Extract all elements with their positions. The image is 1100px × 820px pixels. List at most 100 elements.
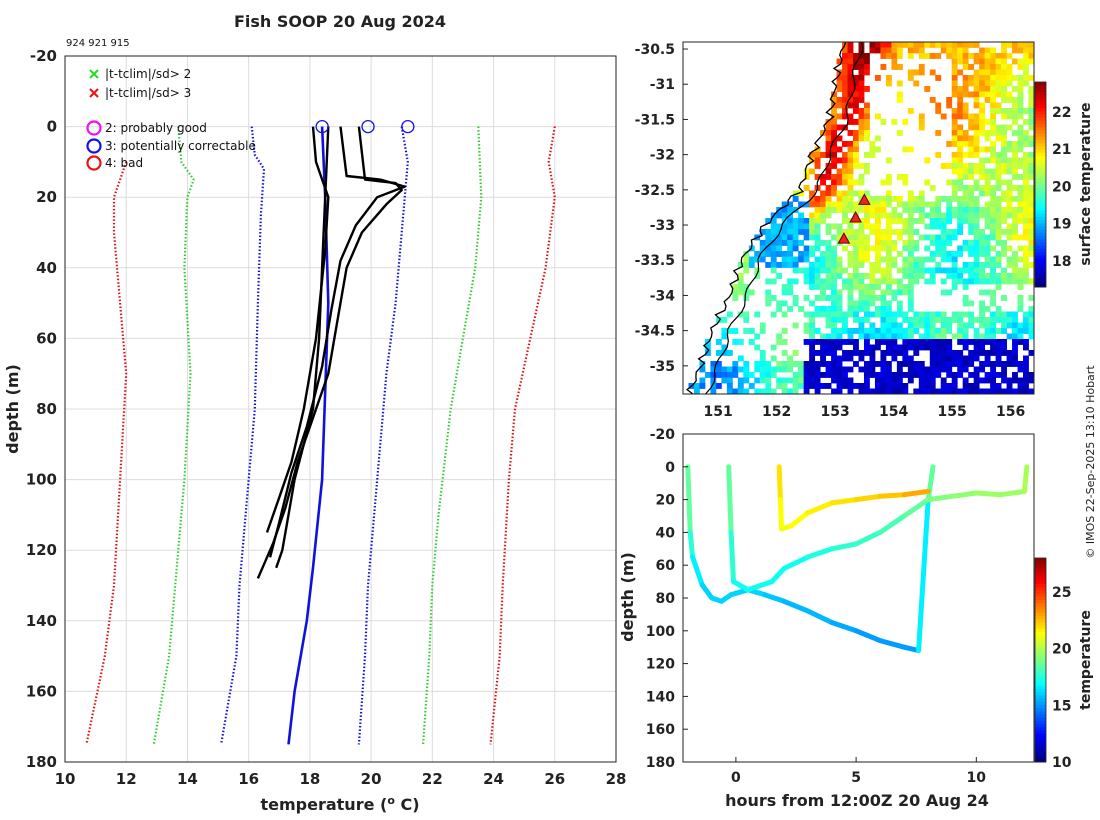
time-depth-y-tick: 160 [646, 722, 675, 738]
profile-line-clim-2sd [152, 126, 195, 745]
profile-x-tick: 28 [606, 770, 627, 788]
map-colorbar-tick: 21 [1052, 142, 1071, 158]
profile-chart: 10 12 14 16 18 20 22 24 26 28 -20 0 20 40 60 80 100 120 1… [3, 47, 626, 814]
map-y-tick: -32 [650, 148, 675, 164]
map-x-tick: 153 [820, 404, 849, 420]
temperature-colorbar-tick: 20 [1052, 642, 1072, 658]
map-y-tick: -33.5 [635, 253, 675, 269]
station-triangle-marker [849, 210, 862, 223]
time-depth-y-tick: 120 [646, 657, 675, 673]
profile-y-tick: 80 [36, 400, 57, 418]
legend-entry-label: |t-tclim|/sd> 3 [105, 86, 191, 100]
map-colorbar-tick: 18 [1052, 254, 1071, 270]
legend-x-marker [89, 69, 99, 79]
profile-y-tick: 160 [26, 682, 57, 700]
time-depth-y-tick: 140 [646, 689, 675, 705]
profile-x-tick: 14 [177, 770, 198, 788]
map-x-tick: 151 [703, 404, 732, 420]
profile-line-cast-924 [275, 126, 330, 569]
map-axes-box [682, 41, 1035, 395]
legend-circle-marker [86, 155, 102, 171]
profile-y-tick: 40 [36, 259, 57, 277]
map-colorbar: 18 19 20 21 22 [1034, 81, 1072, 288]
time-depth-track-C [776, 464, 931, 532]
profile-line-clim-1sd [357, 126, 409, 745]
map-x-tick: 154 [879, 404, 908, 420]
profile-y-tick: 20 [36, 188, 57, 206]
profile-line-clim-1sd [220, 126, 266, 745]
figure-title: Fish SOOP 20 Aug 2024 [234, 12, 446, 31]
time-depth-y-tick: 100 [646, 624, 675, 640]
time-depth-y-tick: -20 [650, 427, 676, 443]
legend-entry-label: 4: bad [105, 156, 143, 170]
time-depth-x-axis-label: hours from 12:00Z 20 Aug 24 [725, 791, 989, 810]
coastline [686, 42, 864, 394]
time-depth-x-tick: 10 [967, 770, 987, 786]
profile-x-tick: 26 [544, 770, 565, 788]
profile-line-clim-3sd [85, 161, 128, 745]
profile-y-tick: 180 [26, 753, 57, 771]
legend-entry-label: 2: probably good [105, 121, 207, 135]
profile-line-cast-915 [268, 126, 406, 558]
credit-text: © IMOS 22-Sep-2025 13:10 Hobart [1084, 365, 1097, 559]
time-depth-y-tick: 80 [656, 591, 676, 607]
map-x-tick: 152 [762, 404, 791, 420]
map-y-tick-labels: -30.5 -31 -31.5 -32 -32.5 -33 -33.5 -34 -34.5 -35 [635, 42, 688, 375]
coastline-path [686, 42, 847, 394]
profile-x-tick-labels: 10 12 14 16 18 20 22 24 26 28 [55, 770, 627, 788]
legend-circle-marker [86, 138, 102, 154]
flag-circle-marker [361, 119, 375, 134]
profile-y-tick: 100 [26, 471, 57, 489]
sst-map-cells [688, 42, 1034, 394]
map-y-tick: -32.5 [635, 183, 675, 199]
profile-line-clim-2sd [422, 126, 483, 745]
time-depth-y-tick: 40 [656, 525, 676, 541]
map-x-tick: 156 [996, 404, 1025, 420]
map-y-tick: -30.5 [635, 42, 675, 58]
time-depth-x-tick: 0 [731, 770, 741, 786]
time-depth-y-tick: 180 [646, 755, 675, 771]
time-depth-y-tick: 20 [656, 493, 676, 509]
map-y-tick: -31.5 [635, 112, 675, 128]
legend-x-marker [89, 88, 99, 98]
map-colorbar-label: surface temperature [1078, 102, 1094, 265]
map-x-tick-labels: 151 152 153 154 155 156 [703, 404, 1025, 420]
profile-x-tick: 22 [422, 770, 443, 788]
station-triangle-marker [858, 193, 871, 205]
profile-x-axis-label: temperature (o C) [260, 794, 419, 814]
time-depth-track-B [726, 464, 1030, 593]
profile-x-tick: 16 [238, 770, 259, 788]
map-y-tick: -34 [650, 288, 676, 304]
legend-circle-marker [86, 120, 102, 136]
temperature-colorbar-label: temperature [1078, 610, 1094, 710]
profile-y-tick: 120 [26, 541, 57, 559]
profile-flag-markers [315, 119, 415, 134]
profile-line-cast-extra [265, 126, 330, 533]
profile-x-tick: 20 [361, 770, 382, 788]
time-depth-y-axis-label: depth (m) [618, 552, 637, 642]
map-y-tick: -31 [650, 77, 675, 93]
profile-y-tick: -20 [30, 47, 57, 65]
temperature-colorbar: 10 15 20 25 [1034, 557, 1072, 771]
flag-circle-marker [315, 119, 329, 134]
profile-y-tick-labels: -20 0 20 40 60 80 100 120 140 160 180 [26, 47, 57, 771]
profile-x-tick: 10 [55, 770, 76, 788]
temperature-colorbar-tick: 10 [1052, 755, 1072, 771]
time-depth-x-tick-labels: 0 5 10 [731, 757, 986, 786]
cast-ids: 924 921 915 [66, 38, 130, 49]
legend-entry-label: 3: potentially correctable [105, 139, 256, 153]
profile-x-tick: 18 [299, 770, 320, 788]
sst-map: 151 152 153 154 155 156 -30.5 -31 -31.5 -32 -32.5… [635, 41, 1094, 420]
profile-line-clim-3sd [489, 126, 556, 745]
time-depth-series [685, 464, 1030, 653]
station-markers [837, 193, 871, 244]
shelf-contour-path [705, 42, 864, 394]
legend-entry-label: |t-tclim|/sd> 2 [105, 67, 191, 81]
profile-y-tick: 140 [26, 612, 57, 630]
profile-legend: |t-tclim|/sd> 2 |t-tclim|/sd> 3 2: probabl… [86, 67, 256, 171]
profile-y-tick: 0 [47, 118, 57, 136]
station-triangle-marker [837, 232, 851, 244]
flag-circle-marker [401, 119, 415, 134]
profile-series [85, 126, 556, 745]
